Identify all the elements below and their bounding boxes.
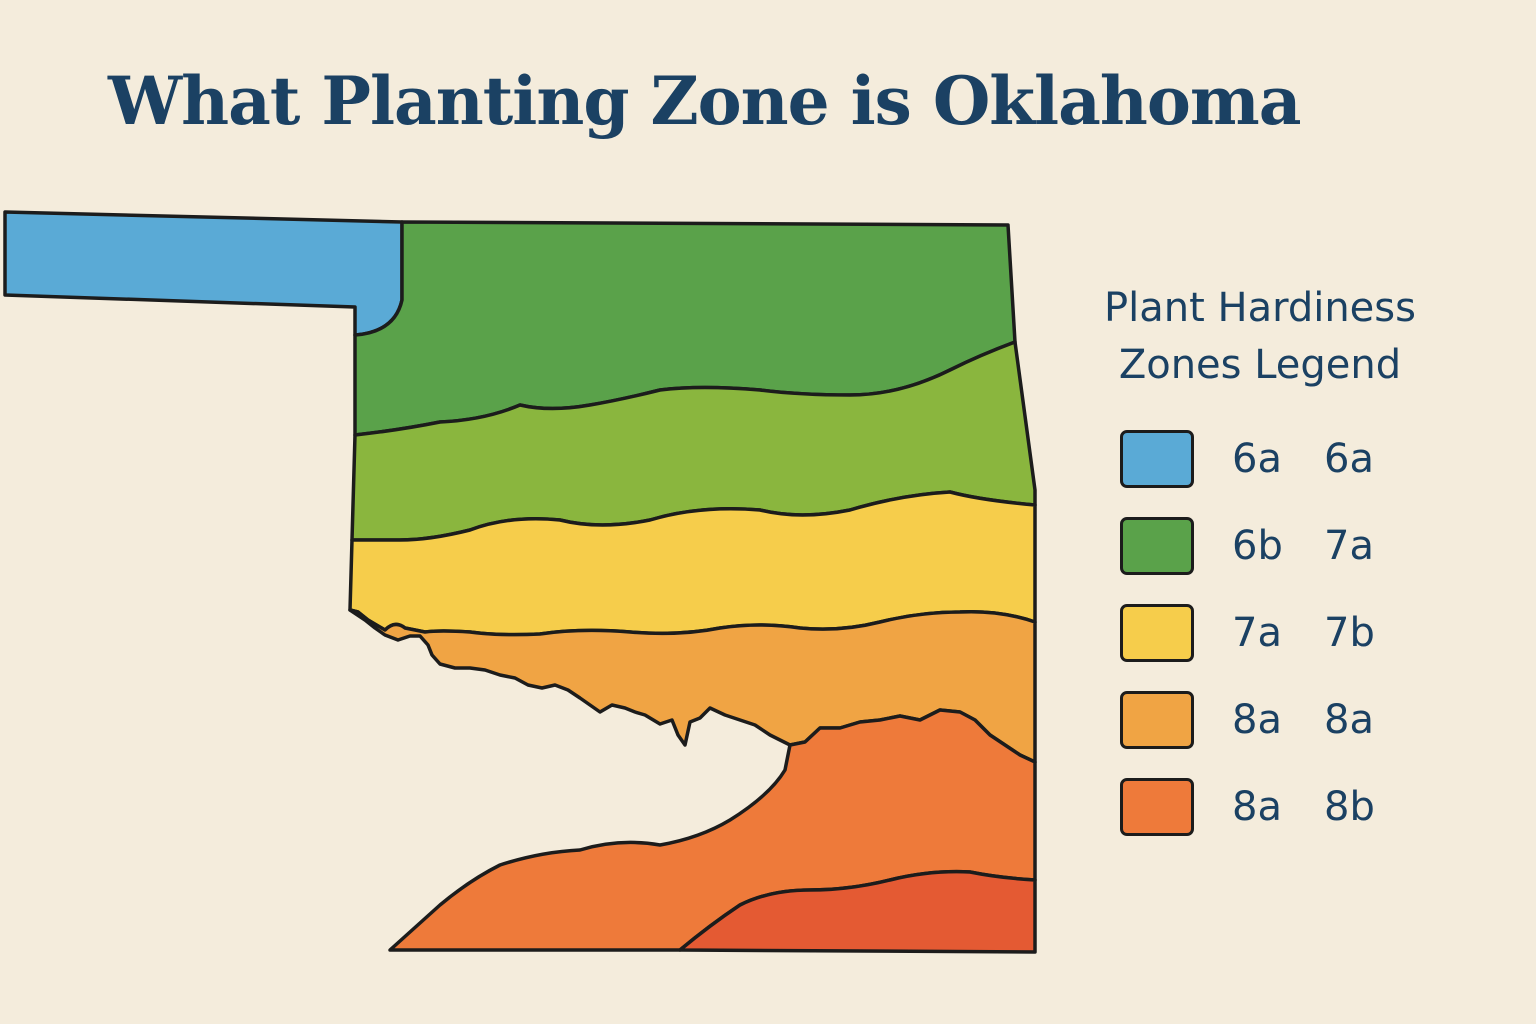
legend-label-zone: 8a bbox=[1232, 784, 1282, 830]
zone-region-southeast bbox=[678, 869, 1037, 954]
legend-title: Plant Hardiness Zones Legend bbox=[1080, 280, 1440, 394]
legend-label-zone: 7a bbox=[1324, 523, 1374, 569]
legend-label-zone: 7b bbox=[1324, 610, 1375, 656]
legend-label-zone: 8b bbox=[1324, 784, 1375, 830]
legend-title-line1: Plant Hardiness bbox=[1104, 285, 1416, 331]
legend-swatch bbox=[1120, 517, 1194, 575]
legend-title-line2: Zones Legend bbox=[1118, 342, 1402, 388]
legend-label-zone: 6a bbox=[1324, 436, 1374, 482]
legend-label-zone: 7a bbox=[1232, 610, 1282, 656]
zone-region-panhandle bbox=[3, 210, 404, 337]
legend-swatch bbox=[1120, 430, 1194, 488]
legend: Plant Hardiness Zones Legend 6a 6a 6b 7a… bbox=[1080, 280, 1440, 836]
oklahoma-zone-map bbox=[3, 210, 1037, 954]
legend-swatch bbox=[1120, 778, 1194, 836]
legend-swatch bbox=[1120, 604, 1194, 662]
zone-region-south-central bbox=[348, 608, 1037, 764]
page-title: What Planting Zone is Oklahoma bbox=[108, 62, 1301, 140]
legend-label-zone: 8a bbox=[1324, 697, 1374, 743]
legend-label-zone: 8a bbox=[1232, 697, 1282, 743]
legend-label-zone: 6a bbox=[1232, 436, 1282, 482]
legend-label-zone: 6b bbox=[1232, 523, 1283, 569]
legend-swatch bbox=[1120, 691, 1194, 749]
